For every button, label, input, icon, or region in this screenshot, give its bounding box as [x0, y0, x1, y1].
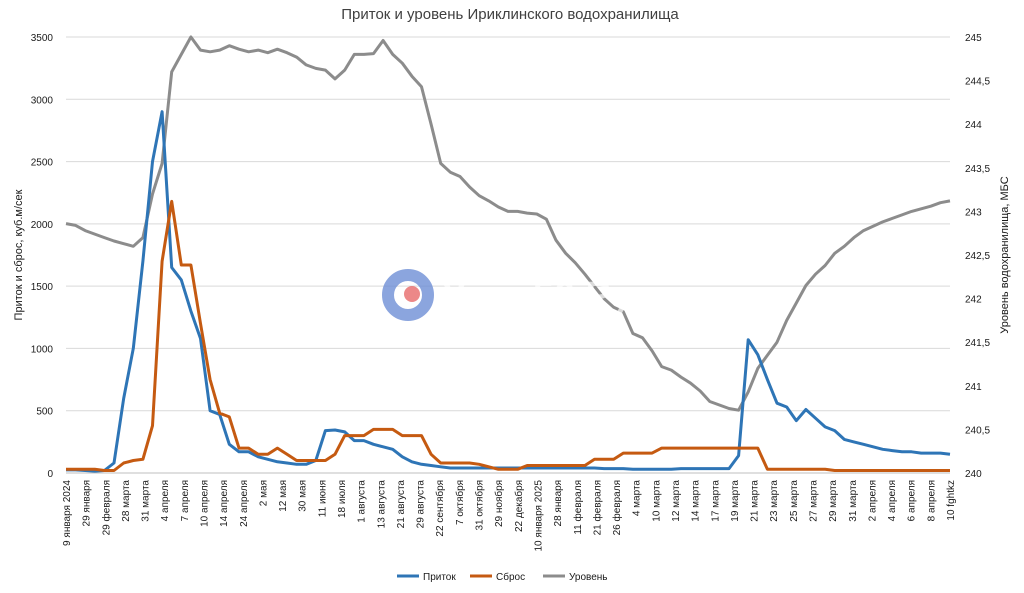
y2-tick-label: 243,5 [965, 164, 990, 175]
y2-tick-label: 240 [965, 469, 982, 480]
x-tick-label: 18 июля [337, 480, 348, 518]
x-tick-label: 29 ноября [493, 480, 505, 527]
y2-tick-label: 241 [965, 382, 982, 393]
series-lines [65, 35, 951, 473]
x-tick-label: 30 мая [298, 480, 309, 512]
legend-label: Приток [423, 572, 456, 583]
y2-tick-label: 243 [965, 207, 982, 218]
x-axis-ticks: 9 января 2024 29 января 29 февраля 28 марта… [62, 480, 957, 552]
y2-tick-label: 242 [965, 295, 982, 306]
x-tick-label: 23 марта [769, 480, 780, 522]
x-tick-label: 9 января 2024 [62, 480, 73, 546]
series-line-3 [65, 35, 951, 412]
x-tick-label: 14 апреля [219, 480, 230, 527]
x-tick-label: 31 марта [141, 480, 152, 522]
x-tick-label: 29 января [82, 480, 93, 526]
y2-axis-label: Уровень водохранилища, МБС [999, 176, 1011, 333]
x-tick-label: 24 апреля [239, 480, 250, 527]
x-tick-label: 14 марта [691, 480, 702, 522]
x-tick-label: 21 августа [396, 480, 407, 529]
y-tick-label: 3000 [31, 95, 54, 106]
x-tick-label: 1 августа [357, 480, 368, 523]
y2-axis-ticks: 240 240,5 241 241,5 242 242,5 243 243,5 244 244,5… [965, 33, 990, 480]
x-tick-label: 27 марта [808, 480, 819, 522]
y-axis-ticks: 0 500 1000 1500 2000 2500 3000 3500 [31, 33, 54, 480]
y-tick-label: 500 [36, 407, 53, 418]
x-tick-label: 2 апреля [867, 480, 878, 521]
chart-title: Приток и уровень Ириклинского водохранил… [341, 6, 679, 23]
x-tick-label: 31 октября [474, 480, 486, 531]
legend-label: Уровень [569, 572, 608, 583]
x-tick-label: 10 апреля [200, 480, 211, 527]
x-tick-label: 21 марта [750, 480, 761, 522]
y-tick-label: 3500 [31, 33, 54, 44]
series-line-2 [66, 199, 950, 472]
y2-tick-label: 241,5 [965, 338, 990, 349]
y-tick-label: 2000 [31, 220, 54, 231]
x-tick-label: 28 марта [121, 480, 132, 522]
y2-tick-label: 244,5 [965, 77, 990, 88]
watermark: Урал56.Ру [382, 269, 632, 321]
x-tick-label: 10 fghtkz [946, 480, 957, 521]
y-axis-label: Приток и сброс, куб.м/сек [13, 189, 25, 320]
y2-tick-label: 242,5 [965, 251, 990, 262]
ural56-logo-icon [382, 269, 434, 321]
x-tick-label: 31 марта [848, 480, 859, 522]
x-tick-label: 11 июня [317, 480, 328, 517]
x-tick-label: 10 марта [651, 480, 662, 522]
x-tick-label: 10 января 2025 [533, 480, 544, 552]
legend-label: Сброс [496, 571, 525, 583]
x-tick-label: 29 августа [416, 480, 427, 529]
watermark-text: Урал56.Ру [442, 275, 632, 317]
y-tick-label: 1000 [31, 344, 54, 355]
x-tick-label: 22 декабря [513, 480, 525, 532]
x-tick-label: 2 мая [258, 480, 269, 506]
x-tick-label: 21 февраля [591, 480, 603, 535]
gridlines [66, 36, 950, 474]
x-tick-label: 12 мая [278, 480, 289, 512]
x-tick-label: 22 сентября [434, 480, 446, 537]
x-tick-label: 6 апреля [907, 480, 918, 521]
x-tick-label: 26 февраля [611, 480, 623, 535]
x-tick-label: 19 марта [730, 480, 741, 522]
x-tick-label: 17 марта [710, 480, 721, 522]
x-tick-label: 29 февраля [100, 480, 112, 535]
x-tick-label: 12 марта [671, 480, 682, 522]
y2-tick-label: 240,5 [965, 425, 990, 436]
x-tick-label: 28 января [553, 480, 564, 526]
x-tick-label: 29 марта [828, 480, 839, 522]
x-tick-label: 7 апреля [180, 480, 191, 521]
watermark-dot [404, 286, 420, 302]
x-tick-label: 13 августа [376, 480, 387, 529]
x-tick-label: 11 февраля [572, 480, 584, 535]
x-tick-label: 8 апреля [926, 480, 937, 521]
x-tick-label: 4 марта [632, 480, 643, 517]
y-tick-label: 2500 [31, 158, 54, 169]
legend: Приток Сброс Уровень [397, 571, 608, 583]
x-tick-label: 7 октября [454, 480, 466, 525]
x-tick-label: 4 апреля [887, 480, 898, 521]
y-tick-label: 0 [47, 469, 53, 480]
x-tick-label: 4 апреля [160, 480, 171, 521]
y2-tick-label: 244 [965, 120, 982, 131]
y-tick-label: 1500 [31, 282, 54, 293]
y2-tick-label: 245 [965, 33, 982, 44]
x-tick-label: 25 марта [789, 480, 800, 522]
